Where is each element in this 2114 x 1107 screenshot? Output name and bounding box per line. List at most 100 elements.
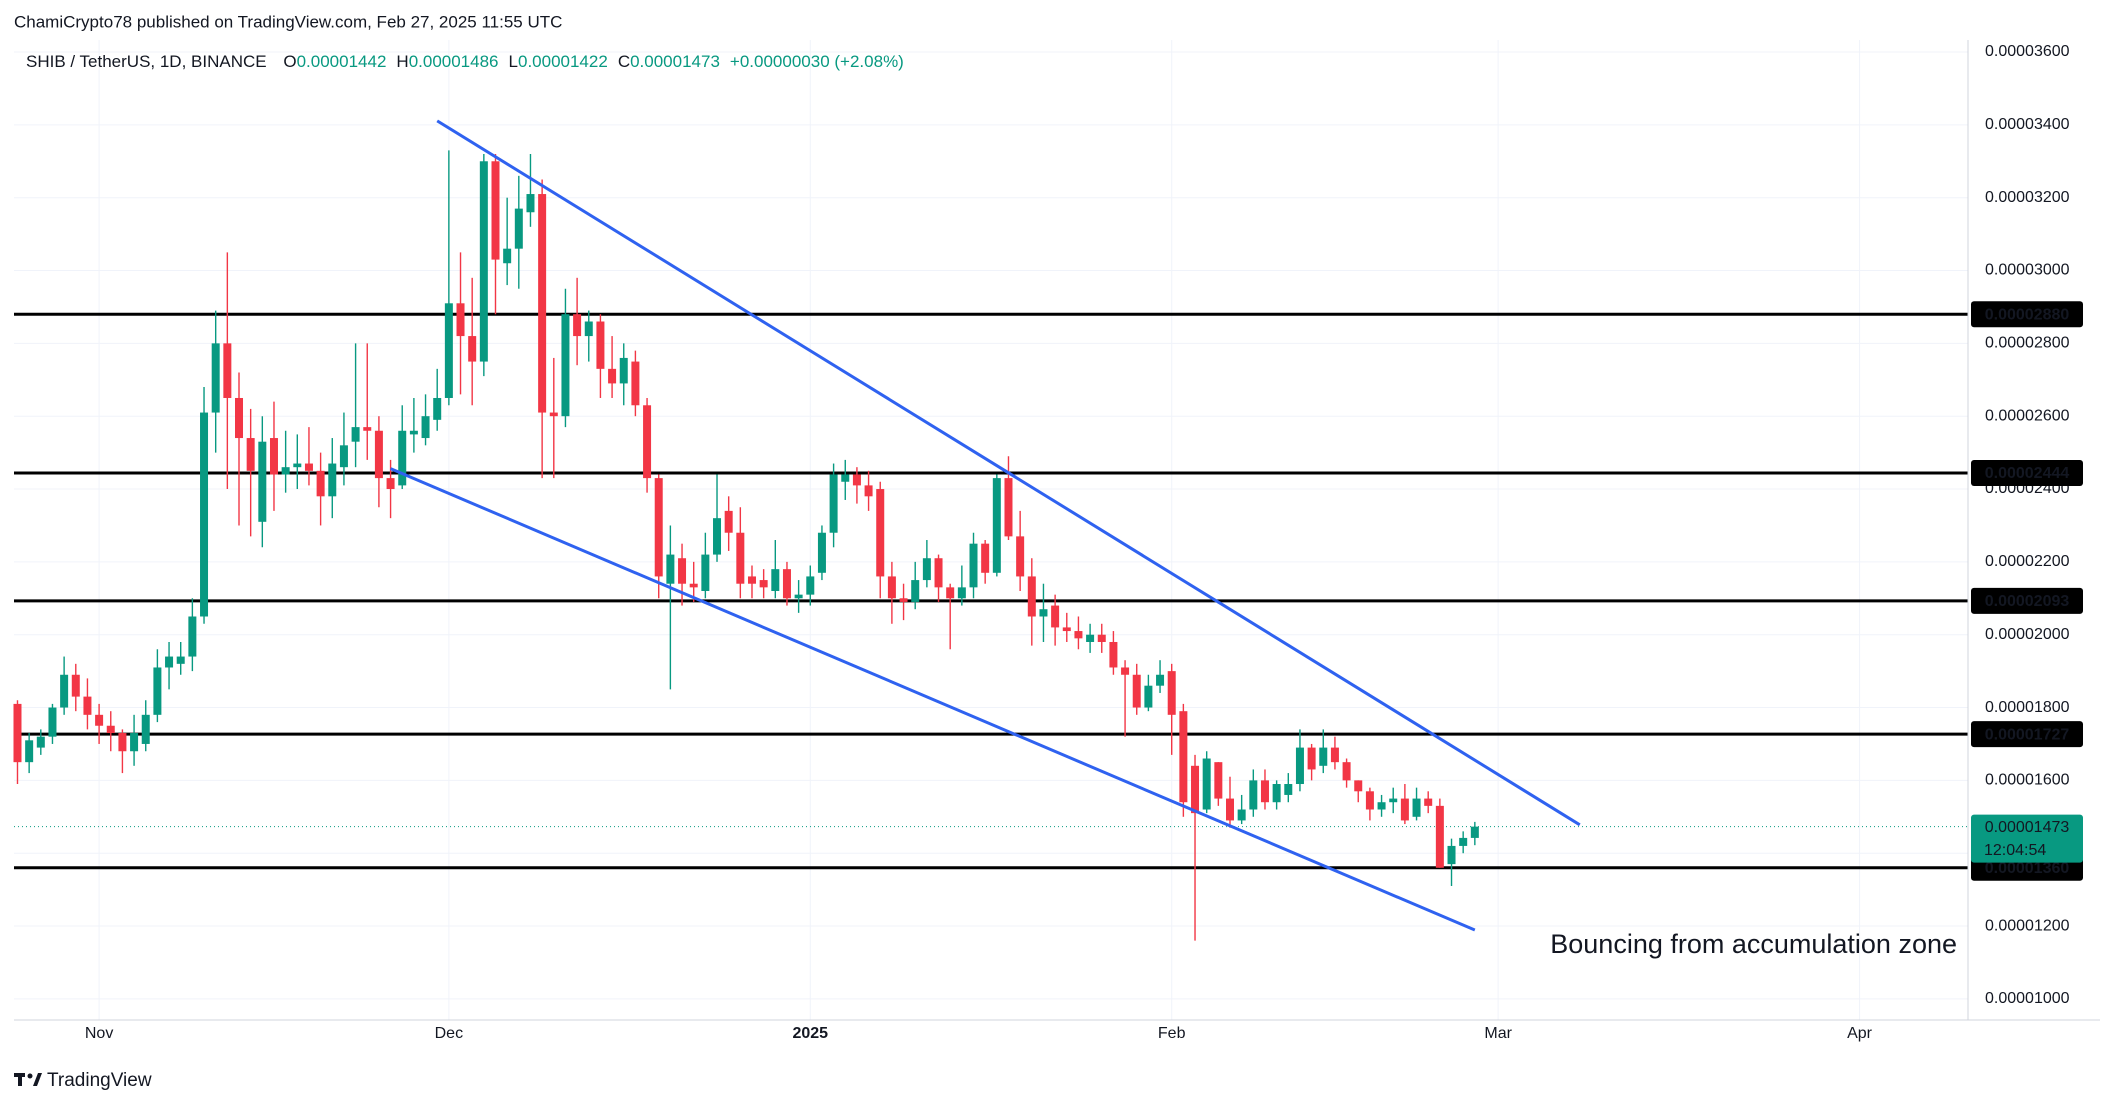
candle-body (363, 427, 372, 431)
candle-body (1412, 798, 1421, 817)
candle-body (118, 733, 127, 752)
annotation: Bouncing from accumulation zone (1550, 929, 1957, 959)
field-key: H (396, 52, 408, 71)
candle-body (1295, 747, 1304, 785)
candle-body (654, 478, 663, 577)
grid (14, 40, 1968, 1020)
candle-body (1307, 747, 1316, 770)
candle-body (1051, 605, 1060, 628)
candle-body (479, 161, 488, 362)
candle-body (25, 740, 34, 763)
candle-body (876, 489, 885, 577)
candle-body (456, 303, 465, 337)
candle-body (503, 248, 512, 264)
publisher: ChamiCrypto78 published on TradingView.c… (14, 12, 562, 31)
candle-body (946, 587, 955, 599)
field-key: C (618, 52, 630, 71)
candles (13, 150, 1479, 941)
candle-body (981, 543, 990, 573)
y-tick-label: 0.00002200 (1985, 553, 2070, 570)
candle-body (281, 467, 290, 475)
candle-body (1237, 809, 1246, 821)
candle-body (386, 478, 395, 490)
x-tick-label: Nov (85, 1025, 113, 1042)
candle-body (829, 474, 838, 533)
level-label: 0.00001360 (1985, 860, 2070, 877)
candle-body (887, 576, 896, 599)
candle-body (1272, 784, 1281, 803)
y-tick-label: 0.00001800 (1985, 699, 2070, 716)
level-box (1971, 587, 2083, 614)
y-tick-label: 0.00002000 (1985, 626, 2070, 643)
trendline (389, 467, 1476, 932)
symbol-header: SHIB / TetherUS, 1D, BINANCE O0.00001442… (26, 52, 904, 71)
candle-body (1354, 780, 1363, 792)
candle-body (246, 438, 255, 471)
level-box (1971, 721, 2083, 748)
y-tick-label: 0.00001000 (1985, 990, 2070, 1007)
candle-body (316, 470, 325, 497)
candle-body (957, 587, 966, 599)
candle-body (1342, 762, 1351, 781)
candle-body (806, 576, 815, 595)
candle-body (36, 736, 45, 748)
trendline (436, 119, 1581, 827)
levels (14, 312, 1968, 870)
candle-body (1097, 634, 1106, 642)
candle-body (526, 194, 535, 213)
candle-body (736, 532, 745, 584)
candle-body (409, 430, 418, 435)
candle-body (817, 532, 826, 573)
candle-body (864, 485, 873, 497)
level-box (1971, 460, 2083, 487)
candle-body (841, 474, 850, 482)
candle-body (1260, 780, 1269, 803)
candle-body (1435, 805, 1444, 868)
candle-body (514, 208, 523, 249)
candle-body (713, 518, 722, 555)
candle-body (934, 558, 943, 588)
brand: TradingView (47, 1070, 152, 1091)
candle-body (666, 554, 675, 584)
candle-body (1284, 784, 1293, 795)
candle-body (398, 430, 407, 486)
candle-body (258, 441, 267, 522)
candle-body (1214, 762, 1223, 799)
candle-body (351, 427, 360, 442)
candle-body (992, 478, 1001, 573)
candle-body (444, 303, 453, 398)
y-tick-label: 0.00002800 (1985, 335, 2070, 352)
x-tick-label: 2025 (792, 1025, 828, 1042)
candle-body (1016, 536, 1025, 577)
candle-body (1167, 671, 1176, 715)
candle-body (1144, 685, 1153, 708)
candle-body (13, 703, 22, 763)
candle-body (573, 314, 582, 337)
candle-body (782, 569, 791, 599)
y-tick-label: 0.00003600 (1985, 43, 2070, 60)
candle-body (584, 321, 593, 337)
candle-body (678, 558, 687, 584)
candle-body (1086, 634, 1095, 642)
candle-body (339, 445, 348, 468)
candle-body (608, 368, 617, 384)
candle-body (328, 463, 337, 497)
candle-body (1447, 845, 1456, 865)
candle-body (304, 463, 313, 471)
candle-body (95, 714, 104, 726)
candle-body (561, 314, 570, 417)
candle-body (1062, 627, 1071, 632)
candle-body (852, 474, 861, 486)
level-label: 0.00002093 (1985, 593, 2070, 610)
candle-body (421, 416, 430, 439)
candle-body (1400, 798, 1409, 821)
candle-body (747, 576, 756, 584)
x-tick-label: Mar (1484, 1025, 1512, 1042)
candle-body (491, 161, 500, 260)
candle-body (130, 733, 139, 752)
candle-body (1156, 674, 1165, 686)
candle-body (223, 343, 232, 398)
candle-body (188, 616, 197, 657)
